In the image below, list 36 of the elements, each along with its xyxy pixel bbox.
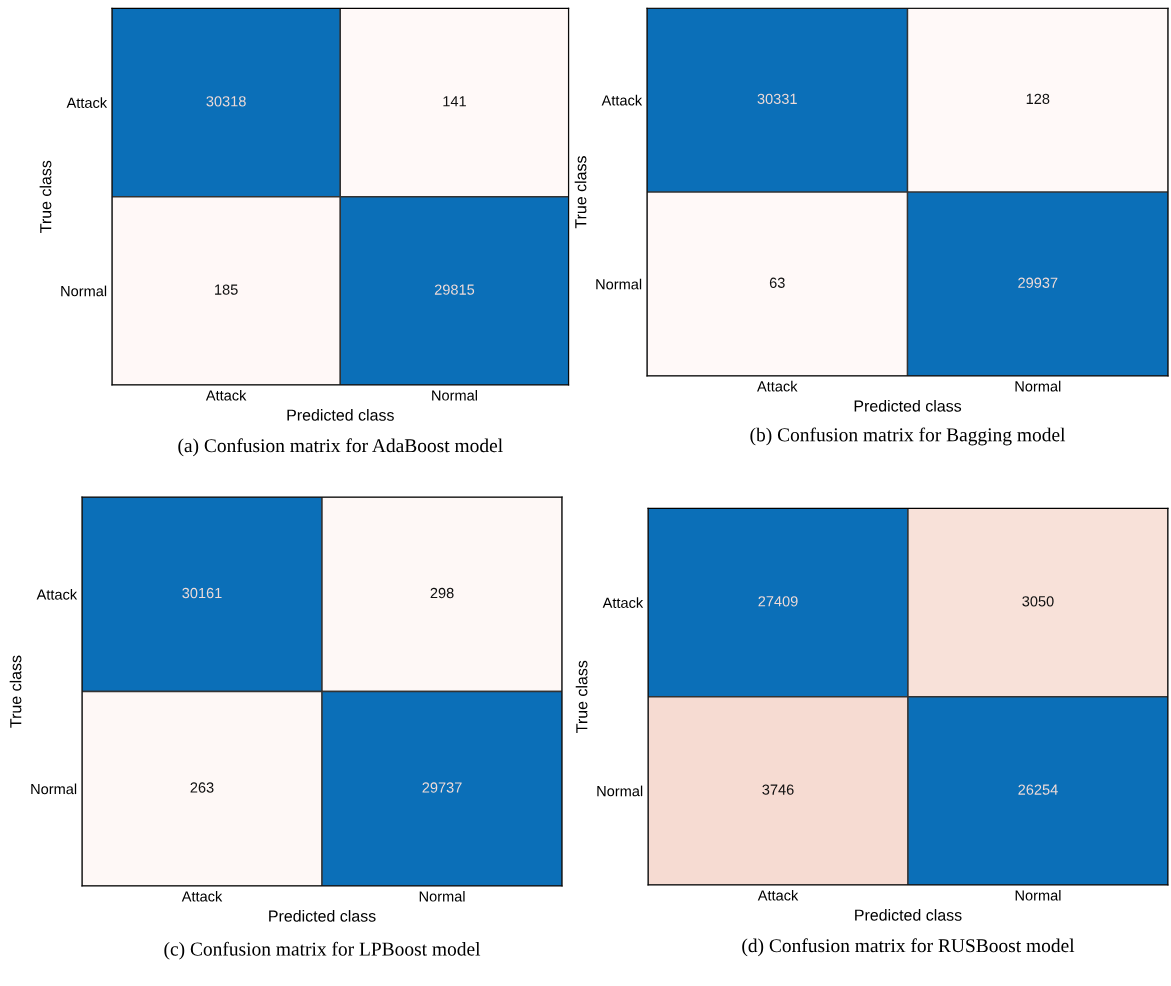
y-tick-label: Normal xyxy=(597,785,643,797)
y-tick-label: Attack xyxy=(601,94,643,106)
y-axis-title: True class xyxy=(9,655,22,728)
data-label: 26254 xyxy=(1018,784,1058,795)
data-label: 63 xyxy=(769,277,785,288)
data-label: 29737 xyxy=(422,782,462,793)
data-label: 27409 xyxy=(758,596,798,607)
y-axis-title: True class xyxy=(574,156,587,229)
y-axis-title: True class xyxy=(575,660,588,733)
data-label: 141 xyxy=(443,96,466,107)
data-label: 29815 xyxy=(434,284,475,295)
x-axis-title: Predicted class xyxy=(855,909,962,921)
data-label: 30161 xyxy=(182,587,222,599)
data-label: 30318 xyxy=(206,96,246,107)
data-label: 185 xyxy=(215,284,238,295)
x-tick-label: Attack xyxy=(757,889,799,901)
x-axis-title: Predicted class xyxy=(854,399,962,412)
data-label: 29937 xyxy=(1018,277,1058,288)
text: (b) Confusion matrix for Bagging model xyxy=(750,427,1066,446)
text: (c) Confusion matrix for LPBoost model xyxy=(164,941,481,960)
y-tick-label: Attack xyxy=(602,597,644,608)
x-tick-label: Normal xyxy=(1015,889,1061,901)
data-label: 128 xyxy=(1026,93,1050,105)
data-label: 298 xyxy=(430,587,454,599)
data-label: 3746 xyxy=(762,784,794,795)
data-label: 30331 xyxy=(757,93,797,105)
text: (d) Confusion matrix for RUSBoost model xyxy=(742,938,1075,957)
text: (a) Confusion matrix for AdaBoost model xyxy=(178,438,503,457)
x-axis-title: Predicted class xyxy=(287,409,394,421)
x-tick-label: Normal xyxy=(419,890,465,902)
x-tick-label: Attack xyxy=(181,890,223,902)
x-axis-title: Predicted class xyxy=(269,910,376,922)
data-label: 263 xyxy=(190,782,214,793)
y-tick-label: Normal xyxy=(596,278,642,290)
data-label: 3050 xyxy=(1022,596,1054,607)
y-axis-title: True class xyxy=(39,160,52,233)
